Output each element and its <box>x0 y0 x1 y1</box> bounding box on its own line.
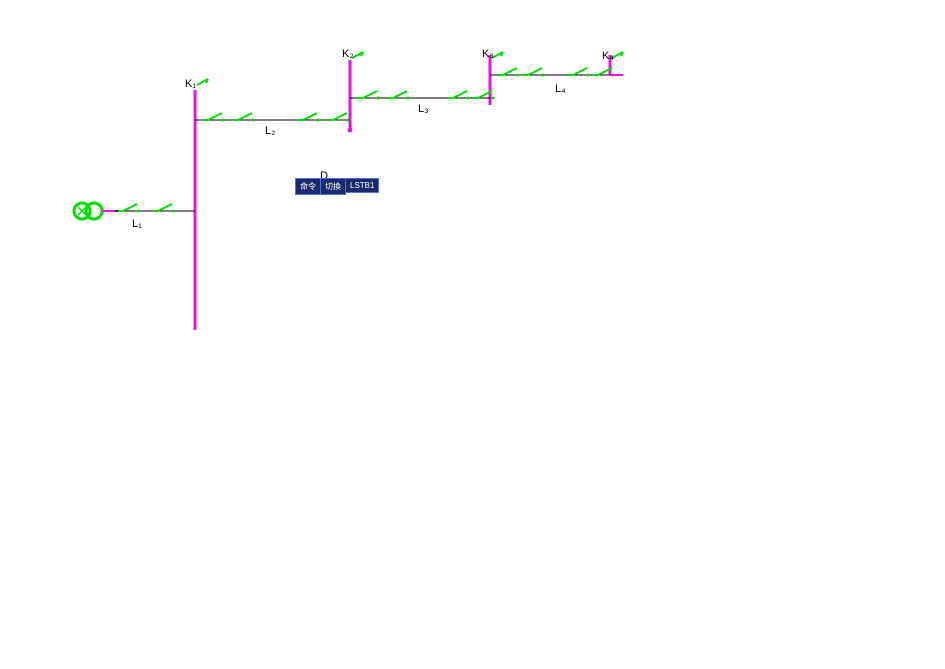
diagram-label: L₁ <box>132 218 142 230</box>
diagram-label: L₂ <box>265 125 275 137</box>
diagram-label: L₃ <box>418 103 429 115</box>
annotation-badge: 命令 <box>295 178 321 195</box>
annotation-badge: 切換 <box>320 178 346 195</box>
diagram-label: K₁ <box>185 78 196 90</box>
diagram-label: K₃ <box>482 48 494 60</box>
diagram-label: K₂ <box>342 48 354 60</box>
diagram-label: K₄ <box>602 50 614 62</box>
annotation-badge: LSTB1 <box>345 178 379 193</box>
electrical-diagram <box>0 0 945 669</box>
diagram-label: L₄ <box>555 83 566 95</box>
